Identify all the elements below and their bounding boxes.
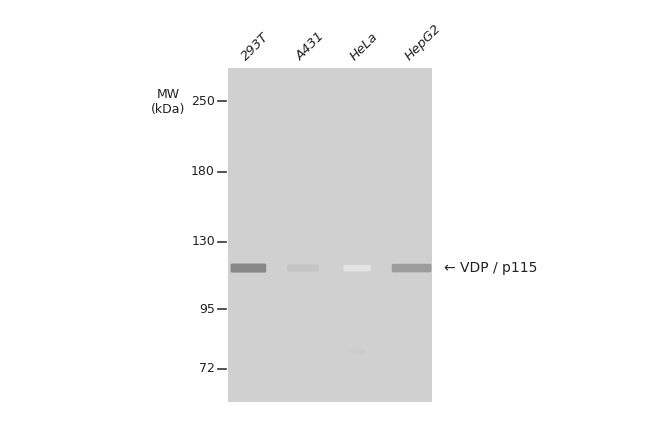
Text: 250: 250 bbox=[191, 95, 215, 108]
FancyBboxPatch shape bbox=[231, 264, 266, 273]
Text: 293T: 293T bbox=[239, 30, 272, 63]
Text: 95: 95 bbox=[199, 303, 215, 316]
Text: 130: 130 bbox=[191, 235, 215, 248]
FancyBboxPatch shape bbox=[392, 264, 432, 272]
Text: ← VDP / p115: ← VDP / p115 bbox=[444, 261, 538, 275]
FancyBboxPatch shape bbox=[287, 265, 318, 272]
Bar bbox=[228, 68, 432, 402]
Ellipse shape bbox=[348, 349, 366, 354]
Text: A431: A431 bbox=[294, 30, 327, 63]
Text: HepG2: HepG2 bbox=[402, 22, 443, 63]
FancyBboxPatch shape bbox=[343, 265, 371, 271]
Text: 180: 180 bbox=[191, 165, 215, 179]
Text: MW
(kDa): MW (kDa) bbox=[151, 88, 185, 116]
Text: HeLa: HeLa bbox=[348, 30, 381, 63]
Text: 72: 72 bbox=[199, 362, 215, 375]
